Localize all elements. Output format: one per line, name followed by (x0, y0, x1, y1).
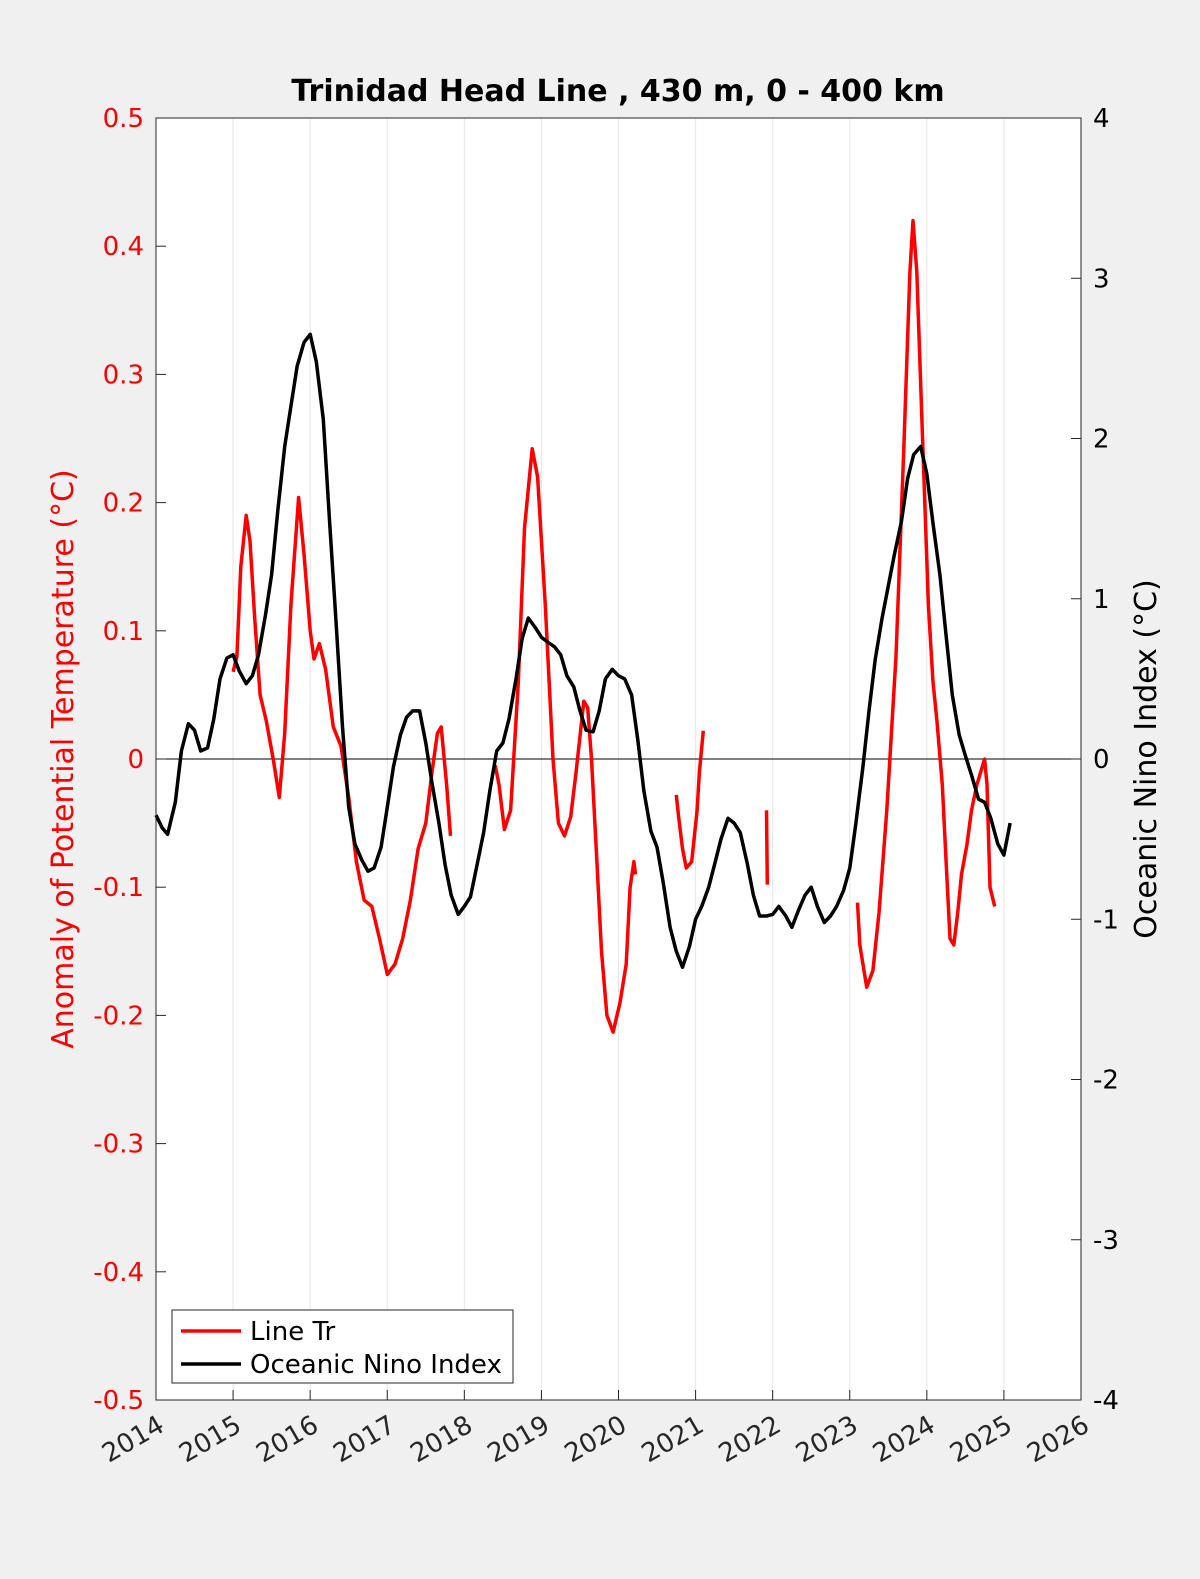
left-tick-label: 0.5 (103, 104, 144, 134)
right-tick-label: -2 (1093, 1066, 1119, 1096)
right-tick-label: -1 (1093, 905, 1119, 935)
series-layer (154, 218, 1012, 1034)
right-tick-label: 2 (1093, 425, 1110, 455)
series-line-tr (231, 218, 997, 1034)
left-tick-label: 0.2 (103, 489, 144, 519)
legend-box (171, 1309, 514, 1384)
left-tick-label: -0.4 (93, 1258, 144, 1288)
left-tick-label: 0.1 (103, 617, 144, 647)
left-tick-label: 0.4 (103, 232, 144, 262)
series-oceanic-nino-index (154, 332, 1012, 970)
left-tick-label: 0 (127, 745, 144, 775)
right-axis-label: Oceanic Nino Index (°C) (1129, 579, 1164, 939)
right-tick-label: -3 (1093, 1226, 1119, 1256)
legend: Line Tr Oceanic Nino Index (171, 1309, 514, 1384)
right-tick-label: -4 (1093, 1386, 1119, 1416)
line-tr-segment-2 (674, 730, 706, 870)
left-tick-label: -0.5 (93, 1386, 144, 1416)
line-tr-segment-0 (231, 495, 453, 977)
line-tr-segment-4 (855, 218, 997, 989)
right-tick-label: 0 (1093, 745, 1110, 775)
legend-label-line-tr: Line Tr (250, 1317, 336, 1347)
right-axis: 4 3 2 1 0 -1 -2 -3 -4 (1071, 104, 1119, 1416)
chart-title: Trinidad Head Line , 430 m, 0 - 400 km (291, 74, 944, 109)
left-tick-label: 0.3 (103, 360, 144, 390)
left-axis: 0.5 0.4 0.3 0.2 0.1 0 -0.1 -0.2 -0.3 -0.4 -0.5 (93, 104, 166, 1416)
right-tick-label: 4 (1093, 104, 1110, 134)
left-tick-label: -0.1 (93, 873, 144, 903)
oni-segment-0 (154, 332, 1012, 970)
left-tick-label: -0.3 (93, 1130, 144, 1160)
right-tick-label: 3 (1093, 264, 1110, 294)
right-tick-label: 1 (1093, 585, 1110, 615)
legend-label-oni: Oceanic Nino Index (250, 1350, 502, 1380)
left-tick-label: -0.2 (93, 1001, 144, 1031)
line-tr-segment-3 (764, 810, 770, 885)
left-axis-label: Anomaly of Potential Temperature (°C) (46, 469, 81, 1048)
